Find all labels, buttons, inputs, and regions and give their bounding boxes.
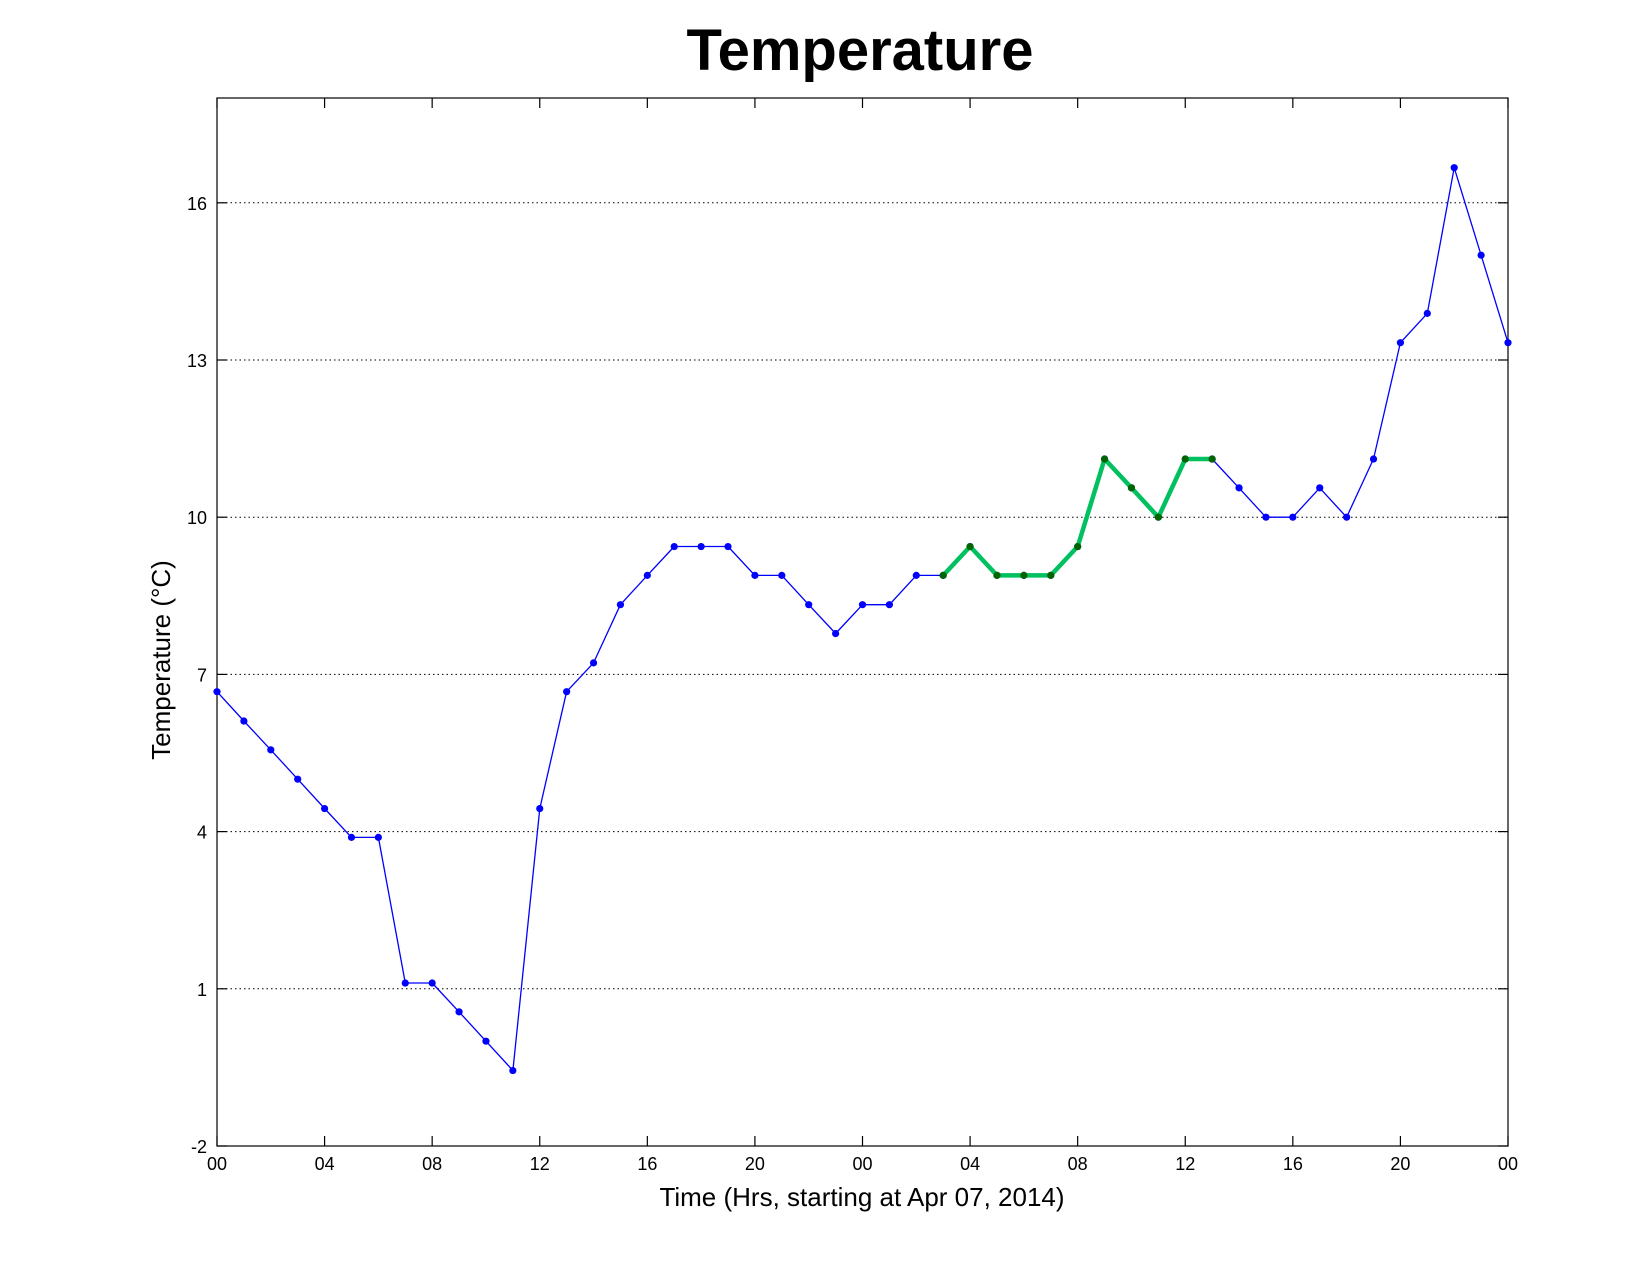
data-point — [966, 542, 974, 551]
highlighted-segment-series — [939, 455, 1216, 579]
data-point — [240, 717, 248, 725]
chart-title: Temperature — [686, 18, 1033, 83]
data-point — [267, 746, 275, 754]
data-point — [1423, 309, 1431, 317]
data-point — [751, 571, 759, 579]
x-tick-label: 00 — [1498, 1154, 1518, 1174]
y-tick-label: 13 — [187, 351, 207, 371]
x-tick-label: 20 — [745, 1154, 765, 1174]
axis-ticks — [216, 98, 1509, 1147]
data-point — [993, 571, 1001, 579]
data-point — [1450, 164, 1458, 172]
data-point — [213, 688, 221, 696]
data-point — [294, 775, 302, 783]
x-tick-label: 00 — [852, 1154, 872, 1174]
data-series — [213, 164, 1512, 1075]
x-tick-label: 12 — [1175, 1154, 1195, 1174]
data-point — [589, 659, 598, 667]
x-tick-label: 16 — [637, 1154, 657, 1174]
y-tick-label: 16 — [187, 194, 207, 214]
y-tick-label: 7 — [197, 665, 207, 685]
data-point — [939, 571, 947, 579]
data-point — [1289, 513, 1297, 521]
data-point — [563, 688, 571, 696]
x-tick-label: 08 — [1068, 1154, 1088, 1174]
data-point — [536, 804, 544, 813]
data-point — [912, 571, 920, 579]
data-point — [428, 979, 436, 987]
x-tick-label: 08 — [422, 1154, 442, 1174]
tick-labels: -2 1 4 7 10 13 16 00 04 08 12 16 20 00 04 08 12 16 20 00 — [187, 194, 1518, 1174]
data-point — [1369, 455, 1378, 463]
data-point — [509, 1066, 517, 1075]
data-point — [670, 542, 678, 551]
y-tick-label: 1 — [197, 980, 207, 1000]
data-point — [1181, 455, 1189, 463]
data-point — [885, 601, 893, 609]
data-point — [1316, 484, 1324, 492]
x-tick-label: 00 — [207, 1154, 227, 1174]
data-point — [1262, 513, 1270, 521]
x-axis-label: Time (Hrs, starting at Apr 07, 2014) — [659, 1182, 1064, 1212]
data-point — [374, 833, 382, 841]
data-point — [858, 601, 867, 609]
data-point — [1343, 513, 1351, 521]
x-tick-label: 04 — [960, 1154, 980, 1174]
data-point — [320, 804, 329, 813]
y-tick-label: 4 — [197, 823, 207, 843]
data-point — [1477, 251, 1485, 259]
data-point — [1100, 455, 1109, 463]
data-point — [832, 629, 840, 638]
y-tick-label: 10 — [187, 508, 207, 528]
x-tick-label: 16 — [1283, 1154, 1303, 1174]
x-tick-label: 20 — [1390, 1154, 1410, 1174]
x-tick-label: 04 — [315, 1154, 335, 1174]
data-point — [1020, 571, 1028, 579]
data-point — [1047, 571, 1055, 579]
data-point — [805, 601, 813, 609]
data-point — [1396, 339, 1405, 347]
y-axis-label: Temperature (°C) — [146, 560, 176, 760]
data-point — [778, 571, 786, 579]
data-point — [482, 1037, 490, 1045]
data-point — [697, 542, 705, 551]
data-point — [347, 833, 356, 841]
data-point — [1154, 513, 1162, 521]
data-point — [643, 571, 651, 579]
x-tick-label: 12 — [530, 1154, 550, 1174]
data-point — [1208, 455, 1216, 463]
data-point — [1235, 484, 1243, 492]
data-point — [1504, 339, 1512, 347]
data-point — [455, 1008, 463, 1016]
data-point — [1127, 484, 1136, 492]
y-tick-label: -2 — [191, 1137, 207, 1157]
data-point — [1074, 542, 1082, 551]
data-point — [401, 979, 409, 987]
data-point — [724, 542, 732, 551]
data-point — [616, 601, 625, 609]
